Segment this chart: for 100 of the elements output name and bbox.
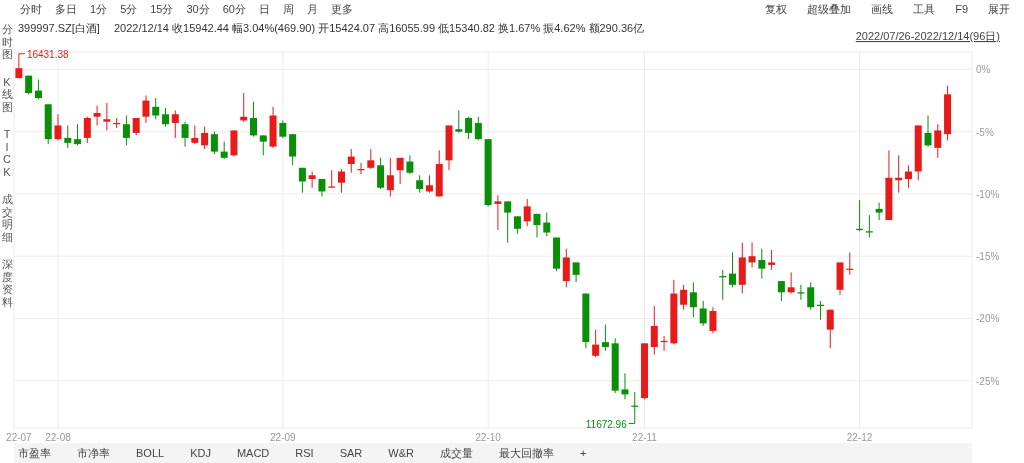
candlestick <box>748 241 756 268</box>
candlestick <box>201 126 209 150</box>
candlestick <box>758 248 766 280</box>
candlestick <box>543 212 551 237</box>
x-tick-label: 22-12 <box>846 432 873 443</box>
y-tick-label: -10% <box>976 188 1000 200</box>
candlestick <box>494 194 502 231</box>
candlestick <box>377 157 385 190</box>
text: 深度资料 <box>1 258 13 308</box>
annotation: 16431.38 <box>26 48 70 60</box>
candlestick <box>250 101 257 138</box>
candlestick <box>474 116 482 141</box>
y-tick-label: -25% <box>976 375 1000 387</box>
candlestick <box>924 115 932 148</box>
candlestick <box>904 164 912 189</box>
text: 超级叠加 <box>807 3 852 15</box>
text: 2022/07/26-2022/12/14(96日) <box>855 30 1000 42</box>
text: KDJ <box>190 447 211 459</box>
candlestick <box>54 113 62 141</box>
candlestick <box>680 284 688 311</box>
text: BOLL <box>136 447 165 459</box>
x-tick-label: 22-11 <box>632 432 658 443</box>
candlestick <box>406 154 414 175</box>
candlestick <box>699 300 707 327</box>
text: 最大回撤率 <box>498 447 554 459</box>
y-tick-label: -15% <box>976 251 1000 263</box>
candlestick <box>777 280 785 302</box>
text: 分时 <box>20 3 42 15</box>
text: 分时图 <box>1 23 13 60</box>
candlestick <box>74 123 82 146</box>
candlestick <box>396 157 404 185</box>
candlestick <box>181 121 189 148</box>
text: + <box>579 447 587 459</box>
candlestick <box>191 124 199 145</box>
annotation: 11672.96 <box>585 418 628 430</box>
candlestick <box>289 133 297 166</box>
text: MACD <box>236 447 270 459</box>
candlestick <box>572 261 580 283</box>
chart-subtitle: 2022/12/14 收15942.44 幅3.04%(469.90) 开15424.07 高16055.99 低15340.82 换1.67% 振4.62% 额290.36亿 <box>113 22 645 34</box>
text: 日 <box>259 3 270 15</box>
text: 工具 <box>913 3 936 15</box>
candlestick <box>93 105 101 126</box>
text: 月 <box>307 3 318 15</box>
candlestick <box>347 148 355 174</box>
candlestick <box>34 78 42 100</box>
candlestick <box>259 134 267 156</box>
candlestick <box>562 248 570 288</box>
text: SAR <box>339 447 363 459</box>
candlestick <box>826 309 834 349</box>
text: 市净率 <box>77 447 110 459</box>
text: 周 <box>283 3 294 15</box>
text: 更多 <box>331 3 353 15</box>
text: F9 <box>955 3 968 15</box>
text: 市盈率 <box>18 447 51 459</box>
chart-title: 399997.SZ[白酒] <box>18 22 100 34</box>
candlestick <box>103 102 111 131</box>
text: 展开 <box>988 3 1010 15</box>
candlestick <box>807 281 815 311</box>
candlestick <box>689 281 697 318</box>
candlestick <box>367 148 375 170</box>
candlestick <box>122 115 130 146</box>
text: 复权 <box>765 3 788 15</box>
text: 60分 <box>222 3 246 15</box>
text: 多日 <box>55 3 77 15</box>
candlestick <box>455 110 463 134</box>
text: 成交量 <box>439 447 473 459</box>
candlestick <box>650 305 658 356</box>
candlestick <box>142 95 150 124</box>
candlestick <box>64 124 72 149</box>
candlestick <box>152 97 160 120</box>
text: 15分 <box>150 3 174 15</box>
candlestick <box>797 284 805 301</box>
candlestick <box>337 168 345 194</box>
text: 30分 <box>186 3 210 15</box>
y-tick-label: -5% <box>976 126 994 138</box>
x-tick-label: 22-07 <box>6 432 33 443</box>
text: 成交明细 <box>1 193 13 243</box>
candlestick <box>328 169 336 189</box>
candlestick <box>934 123 942 159</box>
text: K线图 <box>1 75 13 113</box>
candlestick <box>523 198 531 227</box>
candlestick <box>601 324 609 352</box>
text: RSI <box>295 447 314 459</box>
text: W&R <box>388 447 414 459</box>
candlestick <box>386 157 394 197</box>
candlestick <box>621 372 629 400</box>
candlestick <box>768 249 776 271</box>
candlestick <box>162 107 170 128</box>
candlestick <box>787 271 795 295</box>
candlestick <box>729 251 736 288</box>
candlestick <box>504 200 512 243</box>
text: 1分 <box>90 3 108 15</box>
candlestick <box>210 131 218 155</box>
y-tick-label: -20% <box>976 313 1000 325</box>
candlestick <box>865 214 873 239</box>
candlestick <box>83 116 91 144</box>
x-tick-label: 22-10 <box>475 432 502 443</box>
text: 画线 <box>871 3 894 15</box>
text: TICK <box>3 128 12 178</box>
text: 5分 <box>120 3 138 15</box>
